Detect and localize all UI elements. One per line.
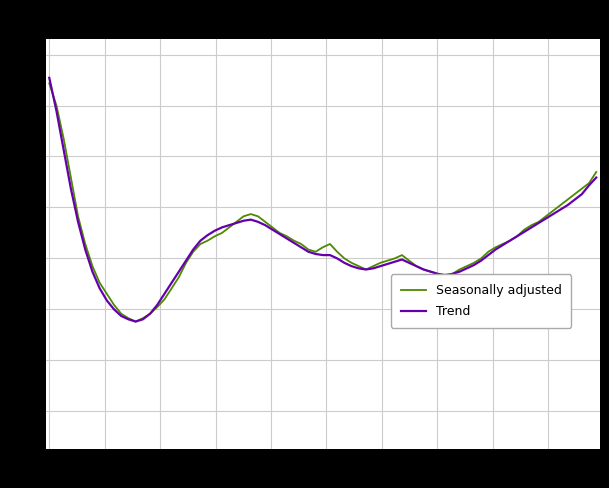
Line: Seasonally adjusted: Seasonally adjusted — [49, 83, 596, 322]
Seasonally adjusted — [290, 238, 298, 244]
Seasonally adjusted — [132, 319, 139, 325]
Seasonally adjusted — [355, 263, 362, 269]
Trend — [593, 175, 600, 181]
Trend — [240, 218, 247, 224]
Trend — [276, 231, 283, 237]
Trend — [132, 319, 139, 325]
Trend — [233, 220, 240, 226]
Seasonally adjusted — [161, 297, 168, 303]
Trend — [161, 291, 168, 297]
Line: Trend: Trend — [49, 78, 596, 322]
Seasonally adjusted — [233, 219, 240, 225]
Seasonally adjusted — [276, 230, 283, 236]
Trend — [355, 265, 362, 271]
Trend — [290, 240, 298, 246]
Seasonally adjusted — [46, 81, 53, 86]
Legend: Seasonally adjusted, Trend: Seasonally adjusted, Trend — [390, 274, 571, 328]
Seasonally adjusted — [240, 213, 247, 219]
Trend — [46, 75, 53, 81]
Seasonally adjusted — [593, 169, 600, 175]
